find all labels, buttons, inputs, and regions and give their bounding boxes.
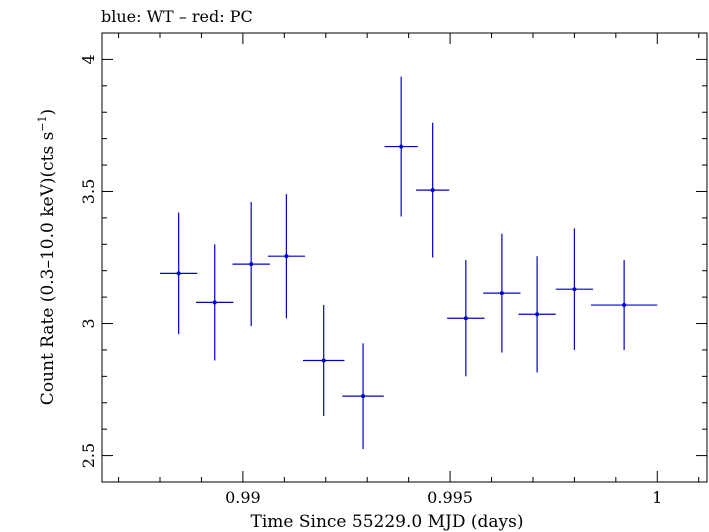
data-point — [416, 122, 450, 258]
data-point — [447, 260, 485, 377]
data-point — [590, 260, 658, 350]
point-marker — [321, 358, 326, 363]
data-point — [342, 343, 384, 449]
y-axis-label-main: Count Rate (0.3–10.0 keV)(cts s — [38, 132, 58, 406]
data-point — [384, 76, 418, 217]
chart-title: blue: WT – red: PC — [101, 7, 253, 26]
point-marker — [212, 300, 217, 305]
y-tick-labels: 2.5 3 3.5 4 — [79, 54, 98, 468]
point-marker — [463, 316, 468, 321]
point-marker — [430, 188, 435, 193]
data-point — [483, 233, 521, 353]
point-marker — [622, 303, 627, 308]
point-marker — [399, 144, 404, 149]
x-tick-label: 1 — [652, 488, 662, 507]
data-point — [160, 212, 198, 335]
x-tick-label: 0.995 — [427, 488, 473, 507]
data-point — [196, 244, 234, 361]
data-point — [267, 194, 306, 319]
point-marker — [361, 394, 366, 399]
x-tick-label: 0.99 — [225, 488, 261, 507]
point-marker — [535, 312, 540, 317]
data-point — [518, 256, 556, 373]
y-axis-label-end: ) — [38, 109, 58, 116]
data-point — [232, 202, 270, 327]
y-tick-label: 3 — [79, 318, 98, 328]
y-tick-label: 2.5 — [79, 443, 98, 468]
x-tick-labels: 0.99 0.995 1 — [225, 488, 662, 507]
plot-frame — [101, 32, 708, 483]
point-marker — [499, 291, 504, 296]
point-marker — [572, 287, 577, 292]
y-axis-label-superscript: −1 — [36, 115, 49, 131]
y-tick-label: 3.5 — [79, 179, 98, 204]
y-axis-label: Count Rate (0.3–10.0 keV)(cts s−1) — [36, 109, 58, 405]
x-axis-label: Time Since 55229.0 MJD (days) — [251, 512, 524, 532]
data-point — [302, 305, 345, 416]
point-marker — [176, 271, 181, 276]
axis-ticks — [102, 32, 707, 483]
data-point — [555, 228, 594, 350]
point-marker — [249, 262, 254, 267]
data-points — [160, 76, 658, 449]
y-tick-label: 4 — [79, 54, 98, 64]
point-marker — [284, 254, 289, 259]
